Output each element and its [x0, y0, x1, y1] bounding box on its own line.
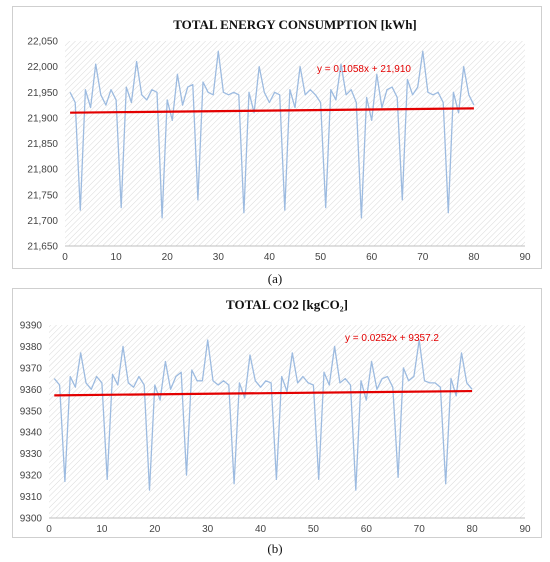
- series-line: [53, 339, 473, 491]
- y-tick-label: 21,950: [27, 88, 58, 99]
- x-tick-label: 30: [213, 252, 225, 263]
- x-tick-label: 60: [366, 252, 378, 263]
- x-tick-label: 10: [111, 252, 123, 263]
- x-tick-label: 10: [96, 524, 108, 535]
- x-tick-label: 90: [519, 524, 531, 535]
- y-tick-label: 9350: [20, 406, 43, 417]
- x-tick-label: 70: [417, 252, 429, 263]
- chart-b-svg: TOTAL CO2 [kgCO₂] 9300 9310 9320 9330 9340 935…: [20, 297, 531, 535]
- y-tick-label: 9370: [20, 363, 43, 374]
- y-tick-label: 21,800: [27, 165, 58, 176]
- chart-a-panel: TOTAL ENERGY CONSUMPTION [kWh] 21,650 21,7…: [12, 6, 542, 269]
- trendline-equation: y = 0.0252x + 9357.2: [345, 333, 439, 344]
- trendline: [54, 389, 473, 397]
- x-tick-label: 20: [149, 524, 161, 535]
- x-tick-label: 40: [255, 524, 267, 535]
- x-tick-label: 0: [62, 252, 68, 263]
- y-tick-label: 9390: [20, 321, 43, 332]
- chart-a-svg: TOTAL ENERGY CONSUMPTION [kWh] 21,650 21,7…: [27, 17, 531, 263]
- x-tick-label: 0: [46, 524, 52, 535]
- y-tick-label: 9310: [20, 492, 43, 503]
- plot-area-hatch: [49, 325, 525, 518]
- x-tick-label: 40: [264, 252, 276, 263]
- y-tick-label: 21,900: [27, 113, 58, 124]
- chart-b-panel: TOTAL CO2 [kgCO₂] 9300 9310 9320 9330 9340 935…: [12, 288, 542, 538]
- y-tick-label: 21,700: [27, 216, 58, 227]
- x-tick-label: 70: [414, 524, 426, 535]
- x-tick-label: 20: [162, 252, 174, 263]
- y-tick-label: 21,750: [27, 190, 58, 201]
- trendline: [70, 107, 474, 114]
- y-tick-label: 9330: [20, 449, 43, 460]
- chart-title: TOTAL CO2 [kgCO₂]: [226, 297, 348, 312]
- x-tick-label: 60: [361, 524, 373, 535]
- series-line: [69, 50, 475, 219]
- x-tick-label: 50: [315, 252, 327, 263]
- x-tick-label: 50: [308, 524, 320, 535]
- y-tick-label: 9340: [20, 428, 43, 439]
- x-tick-label: 30: [202, 524, 214, 535]
- plot-area-hatch: [65, 41, 525, 246]
- y-tick-label: 22,050: [27, 37, 58, 48]
- chart-title: TOTAL ENERGY CONSUMPTION [kWh]: [173, 17, 417, 32]
- y-tick-label: 9380: [20, 342, 43, 353]
- y-tick-label: 22,000: [27, 62, 58, 73]
- y-tick-label: 9300: [20, 514, 43, 525]
- x-tick-label: 90: [519, 252, 531, 263]
- x-tick-label: 80: [467, 524, 479, 535]
- caption-b: (b): [267, 541, 283, 556]
- y-tick-label: 21,650: [27, 242, 58, 253]
- y-tick-label: 9320: [20, 471, 43, 482]
- y-tick-label: 21,850: [27, 139, 58, 150]
- caption-a: (a): [267, 271, 283, 286]
- x-tick-label: 80: [468, 252, 480, 263]
- y-tick-label: 9360: [20, 385, 43, 396]
- trendline-equation: y = 0.1058x + 21,910: [317, 64, 411, 75]
